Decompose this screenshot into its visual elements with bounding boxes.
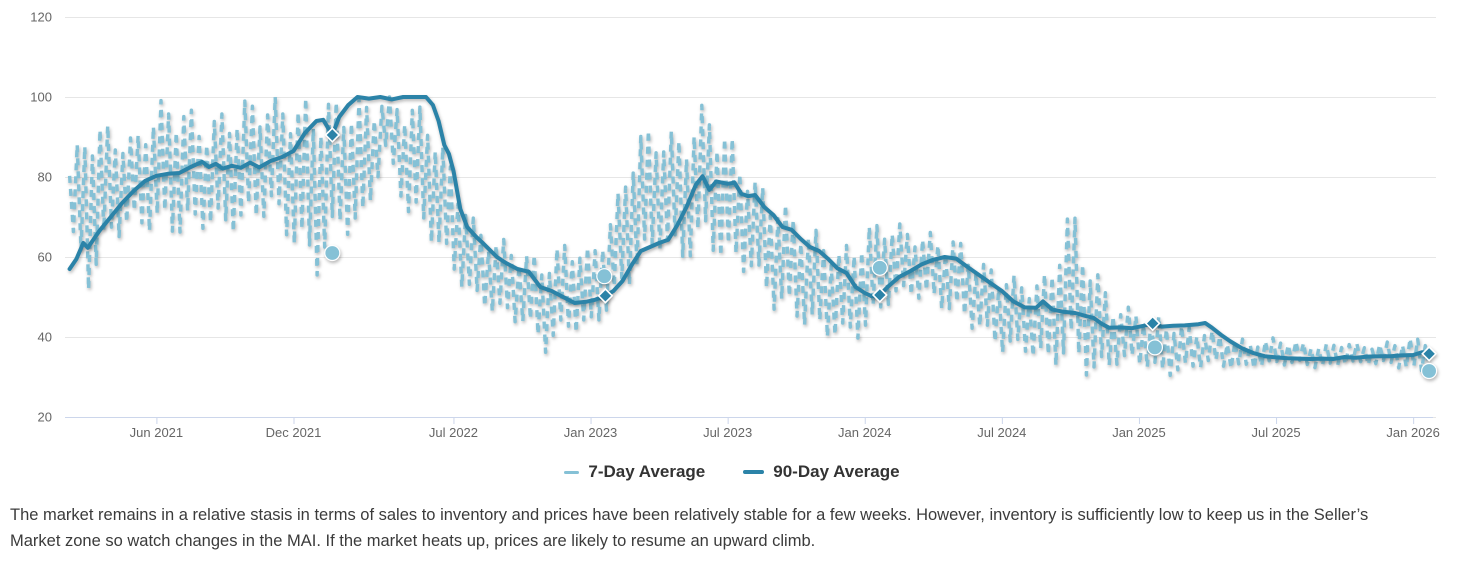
x-axis-tick-label: Dec 2021	[266, 425, 322, 440]
x-axis-tick-label: Jan 2026	[1386, 425, 1440, 440]
chart-legend: 7-Day Average 90-Day Average	[0, 457, 1464, 487]
ninety-day-average-line	[67, 95, 1432, 361]
x-axis-tick-label: Jan 2023	[564, 425, 618, 440]
seven-day-snapshot-marker[interactable]	[596, 268, 613, 285]
seven-day-snapshot-marker[interactable]	[324, 244, 341, 262]
y-axis-tick-label: 20	[38, 410, 52, 425]
x-axis-tick-label: Jul 2025	[1251, 425, 1300, 440]
x-axis-tick-label: Jun 2021	[130, 425, 184, 440]
seven-day-snapshot-marker[interactable]	[1146, 339, 1164, 356]
seven-day-average-series	[67, 95, 1431, 378]
y-axis-grid: 20 40 60 80 100 120	[30, 10, 1436, 425]
seven-day-average-line	[67, 95, 1431, 378]
x-axis: Jun 2021 Dec 2021 Jul 2022 Jan 2023 Jul 2023…	[65, 417, 1440, 440]
ninety-day-snapshot-marker[interactable]	[597, 287, 614, 304]
x-axis-tick-label: Jan 2025	[1112, 425, 1166, 440]
x-axis-tick-label: Jan 2024	[838, 425, 892, 440]
legend-label-90-day-average: 90-Day Average	[773, 462, 900, 481]
legend-label-7-day-average: 7-Day Average	[588, 462, 706, 481]
snapshot-markers	[324, 127, 1438, 380]
ninety-day-snapshot-marker[interactable]	[1421, 345, 1438, 362]
y-axis-tick-label: 60	[38, 250, 52, 265]
y-axis-tick-label: 80	[38, 170, 52, 185]
legend-item-90-day-average[interactable]: 90-Day Average	[743, 462, 900, 482]
legend-item-7-day-average[interactable]: 7-Day Average	[564, 462, 705, 482]
y-axis-tick-label: 100	[30, 90, 52, 105]
ninety-day-dash-icon	[743, 470, 765, 474]
x-axis-tick-label: Jul 2022	[429, 425, 478, 440]
ninety-day-snapshot-marker[interactable]	[871, 287, 888, 303]
ninety-day-snapshot-marker[interactable]	[1144, 315, 1161, 332]
x-axis-tick-label: Jul 2023	[703, 425, 752, 440]
seven-day-dash-icon	[564, 470, 580, 474]
seven-day-snapshot-marker[interactable]	[871, 259, 888, 276]
y-axis-tick-label: 40	[38, 330, 52, 345]
ninety-day-snapshot-marker[interactable]	[324, 127, 341, 143]
y-axis-tick-label: 120	[30, 10, 52, 25]
market-commentary: The market remains in a relative stasis …	[10, 506, 1369, 550]
x-axis-tick-label: Jul 2024	[977, 425, 1026, 440]
mai-trend-chart: 20 40 60 80 100 120 Jun 2021 Dec 2021 Jul 2022 Ja…	[30, 10, 1440, 441]
ninety-day-average-series	[67, 95, 1432, 361]
seven-day-snapshot-marker[interactable]	[1420, 362, 1438, 380]
